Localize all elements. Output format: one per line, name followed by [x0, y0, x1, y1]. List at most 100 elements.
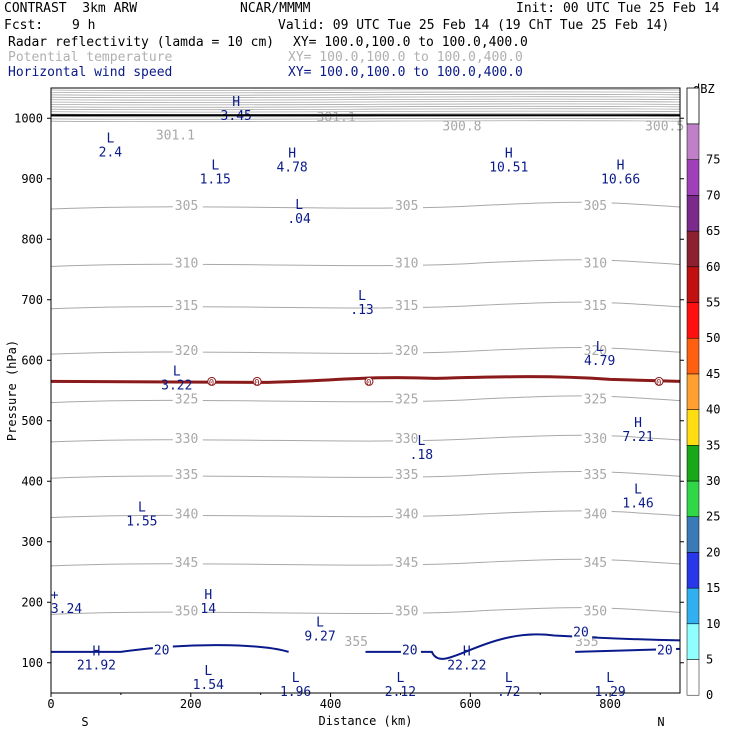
colorbar-swatch	[686, 337, 700, 375]
plot-area	[51, 88, 680, 693]
wind-label-bg	[400, 643, 421, 657]
y-tick-label: 500	[21, 414, 43, 428]
theta-label-bg	[581, 468, 612, 482]
theta-contour-label: 320	[395, 344, 418, 359]
theta-label-bg	[172, 507, 203, 521]
colorbar-swatch	[686, 159, 700, 196]
extremum-value: 1.55	[126, 515, 157, 530]
field2-xy: XY= 100.0,100.0 to 100.0,400.0	[288, 50, 523, 65]
valid-label: Valid: 09 UTC Tue 25 Feb 14 (19 ChT Tue …	[278, 18, 670, 33]
wind-contour-label: 20	[573, 626, 589, 641]
theta-contour-label: 335	[395, 468, 418, 483]
theta-contour-label: 305	[175, 199, 198, 214]
colorbar-level-label: 35	[706, 438, 720, 452]
theta-label-bg	[581, 344, 612, 358]
theta-label-bg	[392, 555, 423, 569]
colorbar-swatch	[686, 266, 700, 303]
x-tick-label: 0	[47, 697, 54, 711]
theta-label-bg	[392, 298, 423, 312]
extremum-value: 3.45	[221, 109, 252, 124]
theta-contour-label: 320	[175, 344, 198, 359]
colorbar-level-label: 15	[706, 581, 720, 595]
theta-label-bg	[581, 256, 612, 270]
freezing-label-bg	[654, 376, 664, 386]
colorbar-swatch	[686, 659, 700, 696]
theta-label-bg	[392, 344, 423, 358]
y-tick-label: 100	[21, 656, 43, 670]
point-marker-value: 3.24	[51, 602, 82, 617]
theta-label-bg	[392, 604, 423, 618]
freezing-level-label: 0	[254, 378, 259, 388]
low-marker: L	[397, 671, 405, 686]
colorbar-swatch	[686, 195, 700, 232]
wind-label-bg	[572, 625, 593, 639]
wind-label-bg	[152, 643, 173, 657]
colorbar-swatch	[686, 445, 700, 482]
theta-contour-upper	[50, 117, 681, 120]
high-marker: H	[634, 416, 642, 431]
freezing-label-bg	[252, 376, 262, 386]
y-tick-label: 800	[21, 232, 43, 246]
colorbar-swatch	[686, 552, 700, 589]
plot-frame	[50, 87, 681, 694]
theta-contour-label: 350	[395, 604, 418, 619]
extremum-value: .18	[410, 448, 433, 463]
theta-label-bg	[581, 555, 612, 569]
wind-contour-line	[51, 644, 289, 653]
wind-contour-label: 20	[657, 644, 673, 659]
theta-contour-label: 350	[584, 604, 607, 619]
fcst-value: 9 h	[72, 18, 96, 33]
colorbar-swatch	[686, 480, 700, 517]
colorbar-level-label: 45	[706, 367, 720, 381]
wind-contour-label: 20	[154, 644, 170, 659]
extremum-value: 1.46	[622, 496, 653, 511]
y-tick-label: 900	[21, 172, 43, 186]
theta-extra-label: 301.1	[156, 128, 195, 143]
extremum-value: 1.54	[193, 678, 224, 693]
theta-label-bg	[392, 392, 423, 406]
colorbar-swatch	[686, 409, 700, 446]
freezing-level-line	[50, 375, 681, 384]
colorbar-swatch	[686, 623, 700, 660]
init-label: Init: 00 UTC Tue 25 Feb 14	[516, 1, 720, 16]
wind-label-bg	[656, 643, 677, 657]
theta-contour-upper	[50, 108, 681, 111]
freezing-label-bg	[207, 376, 217, 386]
theta-contour-label: 335	[584, 468, 607, 483]
colorbar-cap	[686, 87, 700, 125]
theta-label-bg	[581, 198, 612, 212]
theta-contour-label: 340	[584, 508, 607, 523]
field3-xy: XY= 100.0,100.0 to 100.0,400.0	[288, 65, 523, 80]
theta-label-bg	[581, 392, 612, 406]
low-marker: L	[417, 434, 425, 449]
theta-contour-label: 340	[175, 508, 198, 523]
theta-contour-label: 305	[584, 199, 607, 214]
colorbar-level-label: 75	[706, 153, 720, 167]
theta-label-bg	[172, 256, 203, 270]
low-marker: L	[204, 664, 212, 679]
extremum-value: 4.79	[584, 354, 615, 369]
extremum-value: 14	[200, 602, 216, 617]
theta-contour-upper	[50, 96, 681, 99]
theta-contour-label: 340	[395, 508, 418, 523]
theta-contour-upper	[50, 89, 681, 91]
theta-label-bg	[172, 431, 203, 445]
x-tick-label: 600	[459, 697, 481, 711]
extremum-value: .04	[287, 212, 311, 227]
extremum-value: 10.66	[601, 173, 640, 188]
theta-contour-label: 325	[395, 393, 418, 408]
colorbar-swatch	[686, 123, 700, 160]
colorbar-level-label: 0	[706, 688, 713, 702]
theta-extra-label: 301.1	[317, 110, 356, 125]
high-marker: H	[288, 147, 296, 162]
extremum-value: 2.4	[99, 145, 123, 160]
theta-label-bg	[172, 604, 203, 618]
theta-label-bg	[581, 604, 612, 618]
low-marker: L	[173, 364, 181, 379]
x-tick-label: 200	[180, 697, 202, 711]
field1-xy: XY= 100.0,100.0 to 100.0,400.0	[293, 35, 528, 50]
freezing-level-label: 0	[366, 378, 371, 388]
theta-contour-label: 330	[584, 432, 607, 447]
theta-contour-upper	[50, 105, 681, 108]
extremum-value: 21.92	[77, 658, 116, 673]
